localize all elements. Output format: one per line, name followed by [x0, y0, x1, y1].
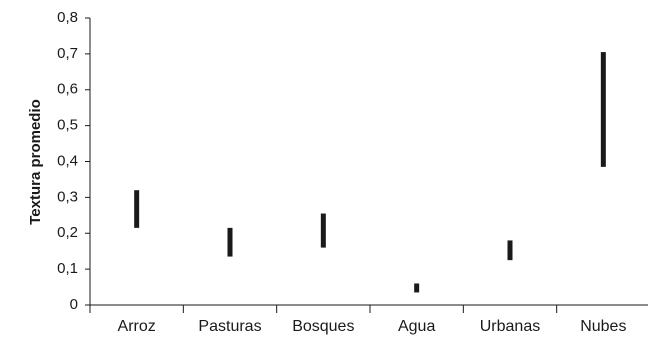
- y-axis-title: Textura promedio: [27, 99, 44, 225]
- y-tick-label: 0: [70, 296, 78, 313]
- y-tick-label: 0,7: [57, 45, 78, 62]
- x-category-label: Pasturas: [198, 318, 261, 335]
- y-tick-label: 0,3: [57, 188, 78, 205]
- y-tick-label: 0,6: [57, 81, 78, 98]
- y-tick-label: 0,2: [57, 224, 78, 241]
- y-tick-label: 0,4: [57, 152, 78, 169]
- range-bars: [134, 52, 606, 293]
- range-bar-urbanas: [507, 240, 513, 261]
- y-tick-label: 0,8: [57, 9, 78, 26]
- range-bar-pasturas: [227, 227, 233, 257]
- range-bar-nubes: [600, 52, 606, 167]
- x-category-label: Arroz: [118, 318, 156, 335]
- y-tick-label: 0,5: [57, 117, 78, 134]
- x-category-label: Bosques: [292, 318, 354, 335]
- range-bar-bosques: [320, 213, 326, 248]
- x-category-label: Agua: [398, 318, 435, 335]
- range-bar-agua: [414, 283, 420, 293]
- x-ticks: Arroz Pasturas Bosques Agua Urbanas Nubes: [118, 305, 626, 335]
- y-tick-label: 0,1: [57, 260, 78, 277]
- range-bar-arroz: [134, 190, 140, 228]
- axes: [89, 18, 648, 313]
- x-category-label: Urbanas: [480, 318, 540, 335]
- x-category-label: Nubes: [580, 318, 626, 335]
- y-ticks: 0 0,1 0,2 0,3 0,4 0,5 0,6 0,7 0,8: [57, 9, 90, 313]
